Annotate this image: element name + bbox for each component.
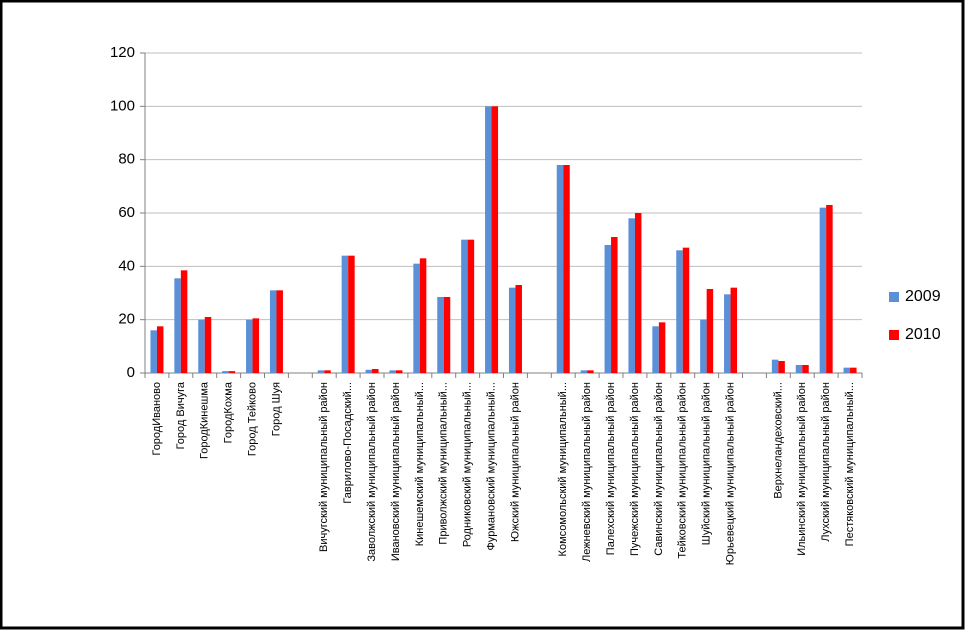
bar [771, 359, 779, 373]
bar [180, 270, 188, 373]
bar [587, 370, 594, 373]
bar [724, 294, 731, 373]
x-tick-label: Палехский муниципальный район [605, 382, 617, 555]
x-tick-label: Город Тейково [246, 382, 258, 456]
legend-label: 2009 [905, 288, 941, 305]
bar [634, 213, 642, 373]
bar [611, 237, 618, 373]
x-tick-label: Кинешемский муниципальный... [414, 382, 426, 546]
bar [676, 250, 683, 373]
bar [682, 247, 690, 373]
bar [730, 287, 738, 373]
y-tick-label: 60 [118, 204, 135, 221]
bar [413, 263, 420, 373]
x-tick-label: Город Вичуга [175, 381, 187, 449]
bar [276, 290, 283, 373]
bar [467, 239, 475, 373]
bar [389, 370, 396, 373]
bar [204, 317, 212, 373]
bar [228, 371, 236, 373]
bar [556, 165, 564, 373]
y-tick-label: 20 [118, 311, 135, 328]
bar [802, 365, 809, 373]
bar [246, 319, 253, 373]
bar [348, 255, 355, 373]
x-tick-label: Юрьевецкий муниципальный район [724, 382, 736, 565]
bar [652, 326, 659, 373]
x-tick-label: Вичугский муниципальный район [318, 382, 330, 552]
bar [156, 326, 164, 373]
x-tick-label: Тейковский муниципальный район [677, 382, 689, 559]
x-tick-label: Пестяковский муниципальный... [844, 382, 856, 546]
x-tick-label: Верхнеландеховский... [772, 382, 784, 499]
bar [515, 285, 522, 373]
bar [252, 318, 260, 373]
bar [604, 245, 612, 373]
bar [269, 290, 277, 373]
y-tick-label: 100 [110, 97, 135, 114]
bar [317, 370, 325, 373]
x-tick-label: Пучежский муниципальный район [629, 382, 641, 556]
bar [563, 165, 570, 373]
x-tick-label: ГородИваново [151, 382, 163, 456]
bar [324, 370, 331, 373]
bar [778, 361, 785, 373]
y-tick-label: 120 [110, 44, 135, 61]
x-tick-label: Комсомольский муниципальный... [557, 382, 569, 556]
bar [341, 255, 349, 373]
x-tick-label: Город Шуя [270, 382, 282, 436]
bar [419, 258, 427, 373]
y-tick-label: 80 [118, 151, 135, 168]
legend-label: 2010 [905, 326, 941, 343]
x-tick-label: Заволжский муниципальный район [366, 382, 378, 562]
x-tick-label: Ильинский муниципальный район [796, 382, 808, 556]
bar [485, 106, 492, 373]
bar [198, 319, 205, 373]
x-tick-label: ГородКохма [223, 381, 235, 443]
x-tick-label: Фурмановский муниципальный... [485, 382, 497, 550]
y-tick-label: 40 [118, 257, 135, 274]
y-tick-label: 0 [127, 364, 135, 381]
bar [365, 369, 373, 373]
legend-swatch [889, 330, 899, 340]
bar [795, 365, 803, 373]
x-tick-label: Приволжский муниципальный... [438, 382, 450, 545]
x-tick-label: ГородКинешма [199, 381, 211, 459]
bar [437, 297, 444, 373]
bar [222, 371, 229, 373]
x-tick-label: Лухский муниципальный район [820, 382, 832, 542]
bar [843, 367, 851, 373]
bar [443, 297, 451, 373]
bar [850, 367, 857, 373]
bar [580, 370, 588, 373]
bar [461, 239, 468, 373]
x-tick-label: Савинский муниципальный район [653, 382, 665, 556]
bar [826, 205, 833, 373]
bar [658, 322, 666, 373]
x-tick-label: Шуйский муниципальный район [701, 382, 713, 545]
bar [508, 287, 516, 373]
x-tick-label: Южский муниципальный район [509, 382, 521, 542]
bar [174, 278, 181, 373]
x-tick-label: Лежневский муниципальный район [581, 382, 593, 562]
legend-swatch [889, 292, 899, 302]
x-tick-label: Гаврилово-Посадский... [342, 382, 354, 504]
x-tick-label: Ивановский муниципальный район [390, 382, 402, 561]
bar [372, 369, 379, 373]
bar [395, 370, 403, 373]
bar [491, 106, 499, 373]
bar [819, 207, 827, 373]
bar [628, 218, 635, 373]
bar [706, 289, 714, 373]
x-tick-label: Родниковский муниципальный... [462, 382, 474, 547]
bar [700, 319, 707, 373]
bar [150, 330, 157, 373]
